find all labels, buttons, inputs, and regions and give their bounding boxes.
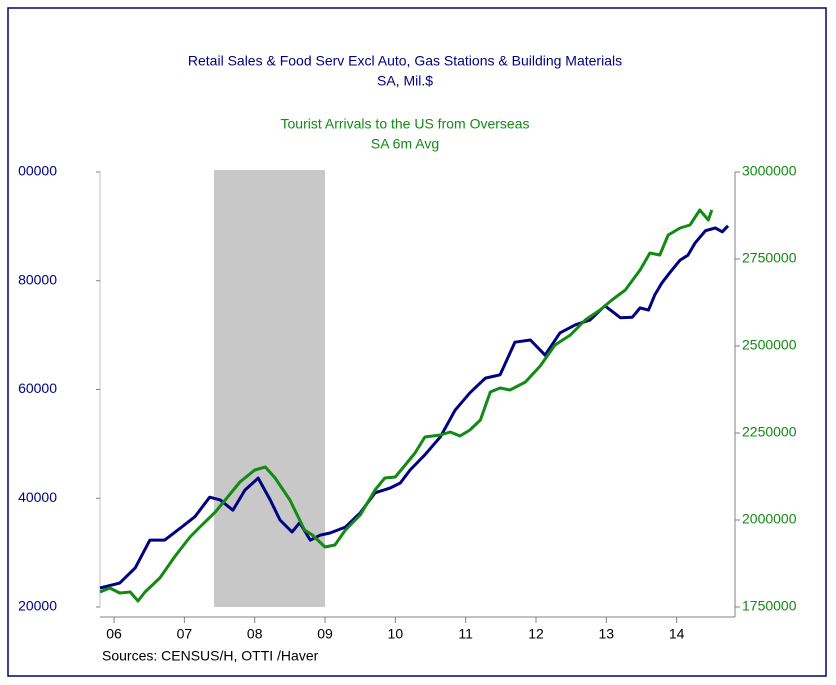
- x-tick-label: 07: [177, 626, 193, 642]
- x-tick-label: 06: [106, 626, 122, 642]
- series-subtitle: SA, Mil.$: [377, 73, 433, 89]
- x-tick-label: 12: [528, 626, 544, 642]
- y-tick-label: 20000: [18, 598, 57, 614]
- x-tick-label: 08: [247, 626, 263, 642]
- series-line: [99, 208, 714, 603]
- y2-tick-label: 2750000: [742, 250, 797, 266]
- y2-tick-label: 3000000: [742, 163, 797, 179]
- series-title: Tourist Arrivals to the US from Overseas: [281, 116, 530, 132]
- y-tick-label: 60000: [18, 380, 57, 396]
- x-tick-label: 11: [458, 626, 473, 642]
- y-tick-label: 00000: [18, 163, 57, 179]
- x-tick-label: 10: [388, 626, 404, 642]
- x-tick-label: 09: [317, 626, 333, 642]
- series-line: [99, 224, 730, 590]
- y-tick-label: 80000: [18, 271, 57, 287]
- series-title: Retail Sales & Food Serv Excl Auto, Gas …: [188, 53, 622, 69]
- y2-tick-label: 2000000: [742, 511, 797, 527]
- recession-band: [213, 170, 326, 607]
- x-tick-label: 13: [599, 626, 615, 642]
- source: Sources: CENSUS/H, OTTI /Haver: [102, 648, 319, 664]
- series-subtitle: SA 6m Avg: [371, 136, 439, 152]
- y2-tick-label: 2250000: [742, 424, 797, 440]
- frame: [7, 7, 827, 677]
- y2-tick-label: 2500000: [742, 337, 797, 353]
- y-tick-label: 40000: [18, 489, 57, 505]
- y2-tick-label: 1750000: [742, 598, 797, 614]
- x-tick-label: 14: [669, 626, 685, 642]
